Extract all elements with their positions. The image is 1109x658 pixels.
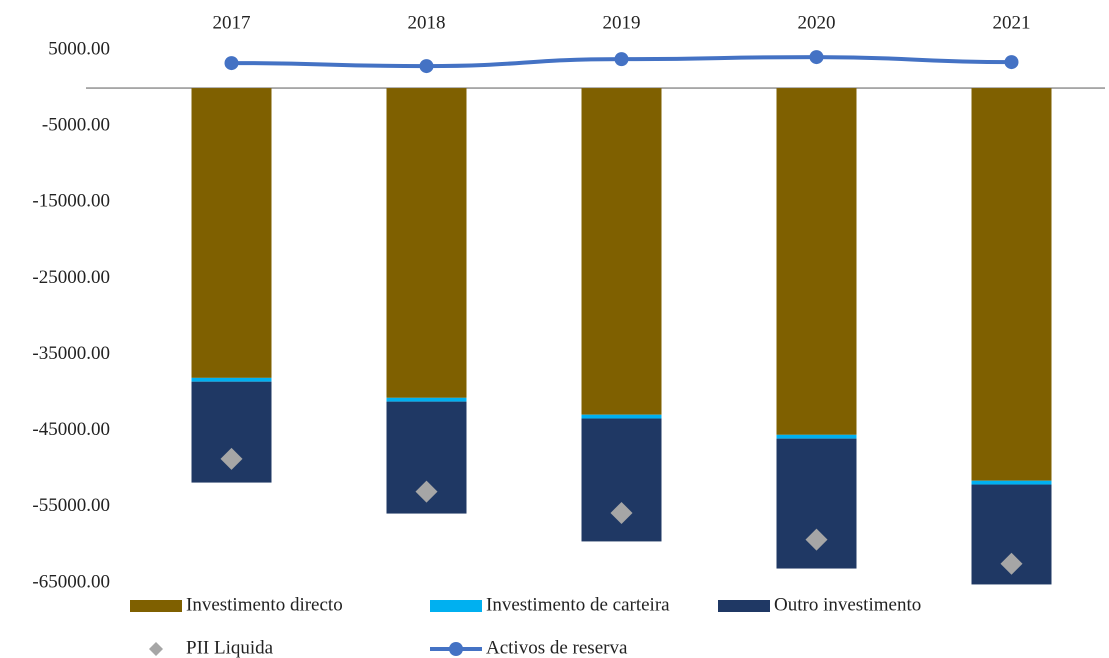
y-tick-label: -15000.00 [32, 191, 110, 212]
legend-label: Investimento directo [186, 594, 343, 615]
scatter-point [220, 447, 243, 470]
line-point [419, 59, 434, 74]
legend-label: Activos de reserva [486, 637, 628, 658]
y-tick-label: -65000.00 [32, 571, 110, 592]
x-tick-label: 2018 [408, 12, 446, 33]
legend-label: PII Liquida [186, 637, 274, 658]
legend-swatch [130, 600, 182, 612]
x-tick-label: 2017 [213, 12, 251, 33]
scatter-point [415, 480, 438, 503]
line-point [809, 50, 824, 65]
legend-swatch [718, 600, 770, 612]
y-tick-label: 5000.00 [48, 38, 110, 59]
legend-label: Investimento de carteira [486, 594, 670, 615]
line-point [224, 56, 239, 71]
y-tick-label: -45000.00 [32, 419, 110, 440]
scatter-point [805, 528, 828, 551]
y-tick-label: -5000.00 [42, 115, 110, 136]
y-tick-label: -55000.00 [32, 495, 110, 516]
legend-swatch [149, 642, 163, 656]
bar-segment [776, 434, 857, 439]
bar-segment [191, 377, 272, 382]
x-tick-label: 2021 [993, 12, 1031, 33]
x-tick-label: 2020 [798, 12, 836, 33]
line-point [614, 52, 629, 67]
bar-segment [581, 88, 662, 415]
bar-segment [386, 88, 467, 398]
y-tick-label: -25000.00 [32, 267, 110, 288]
line-point [1004, 55, 1019, 70]
y-tick-label: -35000.00 [32, 343, 110, 364]
legend-swatch [449, 642, 463, 656]
bar-segment [581, 414, 662, 419]
scatter-point [1000, 552, 1023, 575]
scatter-point [610, 501, 633, 524]
legend-label: Outro investimento [774, 594, 921, 615]
bar-segment [191, 88, 272, 378]
bar-segment [971, 88, 1052, 481]
x-tick-label: 2019 [603, 12, 641, 33]
bar-segment [971, 480, 1052, 485]
legend-swatch [430, 600, 482, 612]
bar-segment [776, 88, 857, 435]
bar-segment [386, 397, 467, 402]
